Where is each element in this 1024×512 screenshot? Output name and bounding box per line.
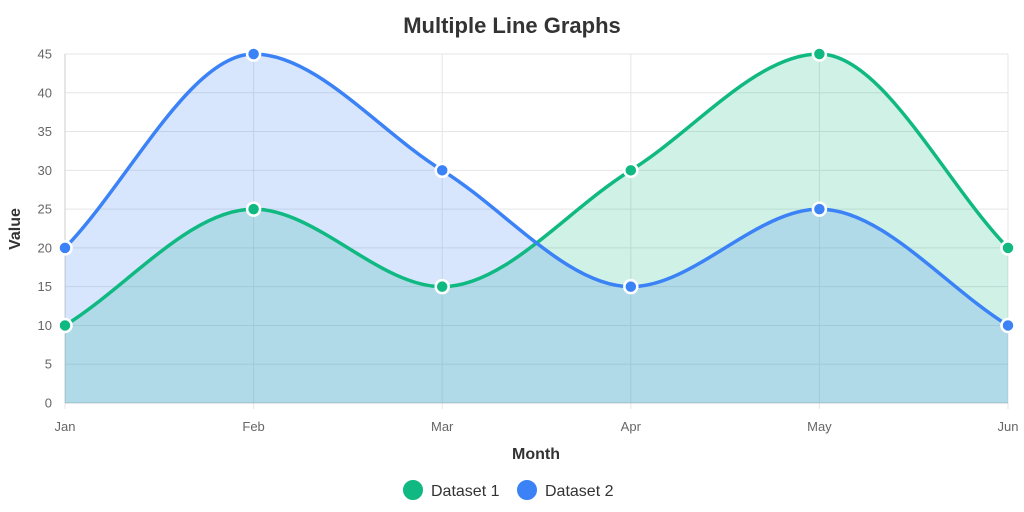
x-tick-label: Feb: [242, 419, 264, 434]
data-point-series-2[interactable]: [623, 278, 639, 295]
data-point-series-1[interactable]: [811, 46, 828, 62]
y-tick-label: 35: [38, 124, 52, 139]
data-point-series-2[interactable]: [1000, 317, 1016, 334]
series-lines: [63, 52, 1010, 328]
series-line-2: [63, 52, 1010, 328]
data-point-series-2[interactable]: [434, 162, 450, 179]
legend: Dataset 1 Dataset 2: [401, 478, 614, 502]
legend-label-2[interactable]: Dataset 2: [545, 483, 614, 500]
data-points: [57, 46, 1016, 334]
area-fills: [65, 54, 1008, 403]
y-tick-label: 15: [38, 279, 52, 294]
chart-title: Multiple Line Graphs: [403, 13, 621, 38]
y-axis-title: Value: [7, 208, 24, 250]
x-tick-label: Jun: [998, 419, 1019, 434]
x-tick-label: Mar: [431, 419, 454, 434]
y-tick-label: 0: [45, 396, 52, 411]
y-tick-label: 10: [38, 318, 52, 333]
data-point-series-1[interactable]: [1000, 240, 1016, 256]
data-point-series-1[interactable]: [434, 278, 450, 295]
y-tick-label: 40: [38, 85, 52, 100]
data-point-series-2[interactable]: [245, 46, 262, 62]
y-tick-label: 45: [38, 47, 52, 62]
data-point-series-2[interactable]: [57, 240, 73, 256]
data-point-series-1[interactable]: [57, 317, 73, 334]
x-tick-label: May: [807, 419, 832, 434]
data-point-series-2[interactable]: [811, 201, 828, 217]
x-axis-ticks: Jan Feb Mar Apr May Jun: [55, 419, 1019, 434]
x-tick-label: Jan: [55, 419, 76, 434]
y-tick-label: 25: [38, 202, 52, 217]
x-tick-label: Apr: [621, 419, 642, 434]
x-axis-title: Month: [512, 446, 560, 463]
legend-label-1[interactable]: Dataset 1: [431, 483, 500, 500]
y-tick-label: 20: [38, 240, 52, 255]
y-tick-label: 5: [45, 357, 52, 372]
data-point-series-1[interactable]: [245, 201, 262, 217]
y-axis-ticks: 0 5 10 15 20 25 30 35 40 45: [38, 47, 52, 411]
legend-marker-1[interactable]: [401, 478, 425, 502]
series-area-2: [65, 54, 1008, 403]
series-area-1: [65, 54, 1008, 403]
data-point-series-1[interactable]: [623, 162, 639, 179]
y-tick-label: 30: [38, 163, 52, 178]
legend-marker-2[interactable]: [515, 478, 539, 502]
grid: [64, 53, 1009, 409]
series-line-1: [63, 52, 1010, 328]
